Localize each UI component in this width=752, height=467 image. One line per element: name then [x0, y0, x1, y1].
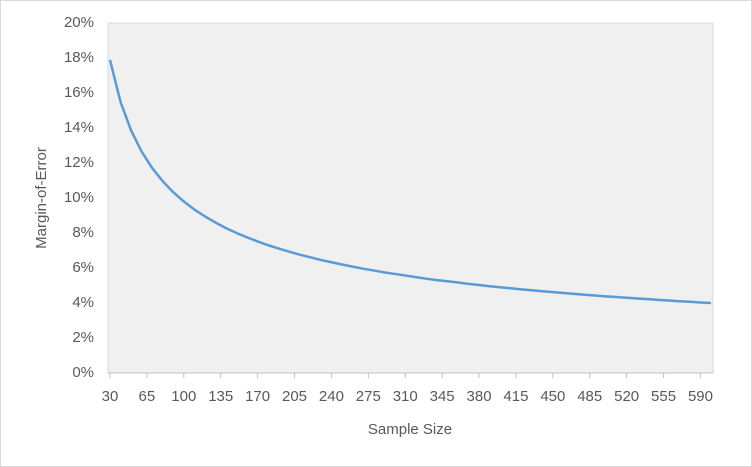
- x-tick-label: 555: [651, 388, 676, 405]
- x-tick-label: 520: [614, 388, 639, 405]
- y-tick-label: 16%: [64, 84, 94, 101]
- x-tick-label: 170: [245, 388, 270, 405]
- y-tick-label: 0%: [72, 364, 94, 381]
- x-tick-label: 205: [282, 388, 307, 405]
- y-axis-title: Margin-of-Error: [33, 147, 50, 249]
- x-tick-label: 30: [102, 388, 119, 405]
- x-tick-label: 415: [503, 388, 528, 405]
- y-tick-label: 18%: [64, 49, 94, 66]
- y-tick-label: 12%: [64, 154, 94, 171]
- plot-area: [107, 22, 714, 374]
- x-tick-label: 380: [467, 388, 492, 405]
- y-tick-label: 2%: [72, 329, 94, 346]
- x-tick-label: 65: [139, 388, 156, 405]
- y-tick-label: 20%: [64, 14, 94, 31]
- y-tick-label: 14%: [64, 119, 94, 136]
- x-tick-label: 135: [208, 388, 233, 405]
- data-line: [108, 59, 712, 305]
- y-tick-label: 4%: [72, 294, 94, 311]
- y-tick-label: 6%: [72, 259, 94, 276]
- x-tick-label: 100: [171, 388, 196, 405]
- x-tick-label: 345: [430, 388, 455, 405]
- x-tick-label: 450: [540, 388, 565, 405]
- x-tick-label: 275: [356, 388, 381, 405]
- x-tick-label: 310: [393, 388, 418, 405]
- y-tick-label: 8%: [72, 224, 94, 241]
- y-tick-label: 10%: [64, 189, 94, 206]
- x-tick-label: 590: [688, 388, 713, 405]
- x-tick-label: 485: [577, 388, 602, 405]
- x-axis-title: Sample Size: [368, 421, 452, 438]
- x-tick-label: 240: [319, 388, 344, 405]
